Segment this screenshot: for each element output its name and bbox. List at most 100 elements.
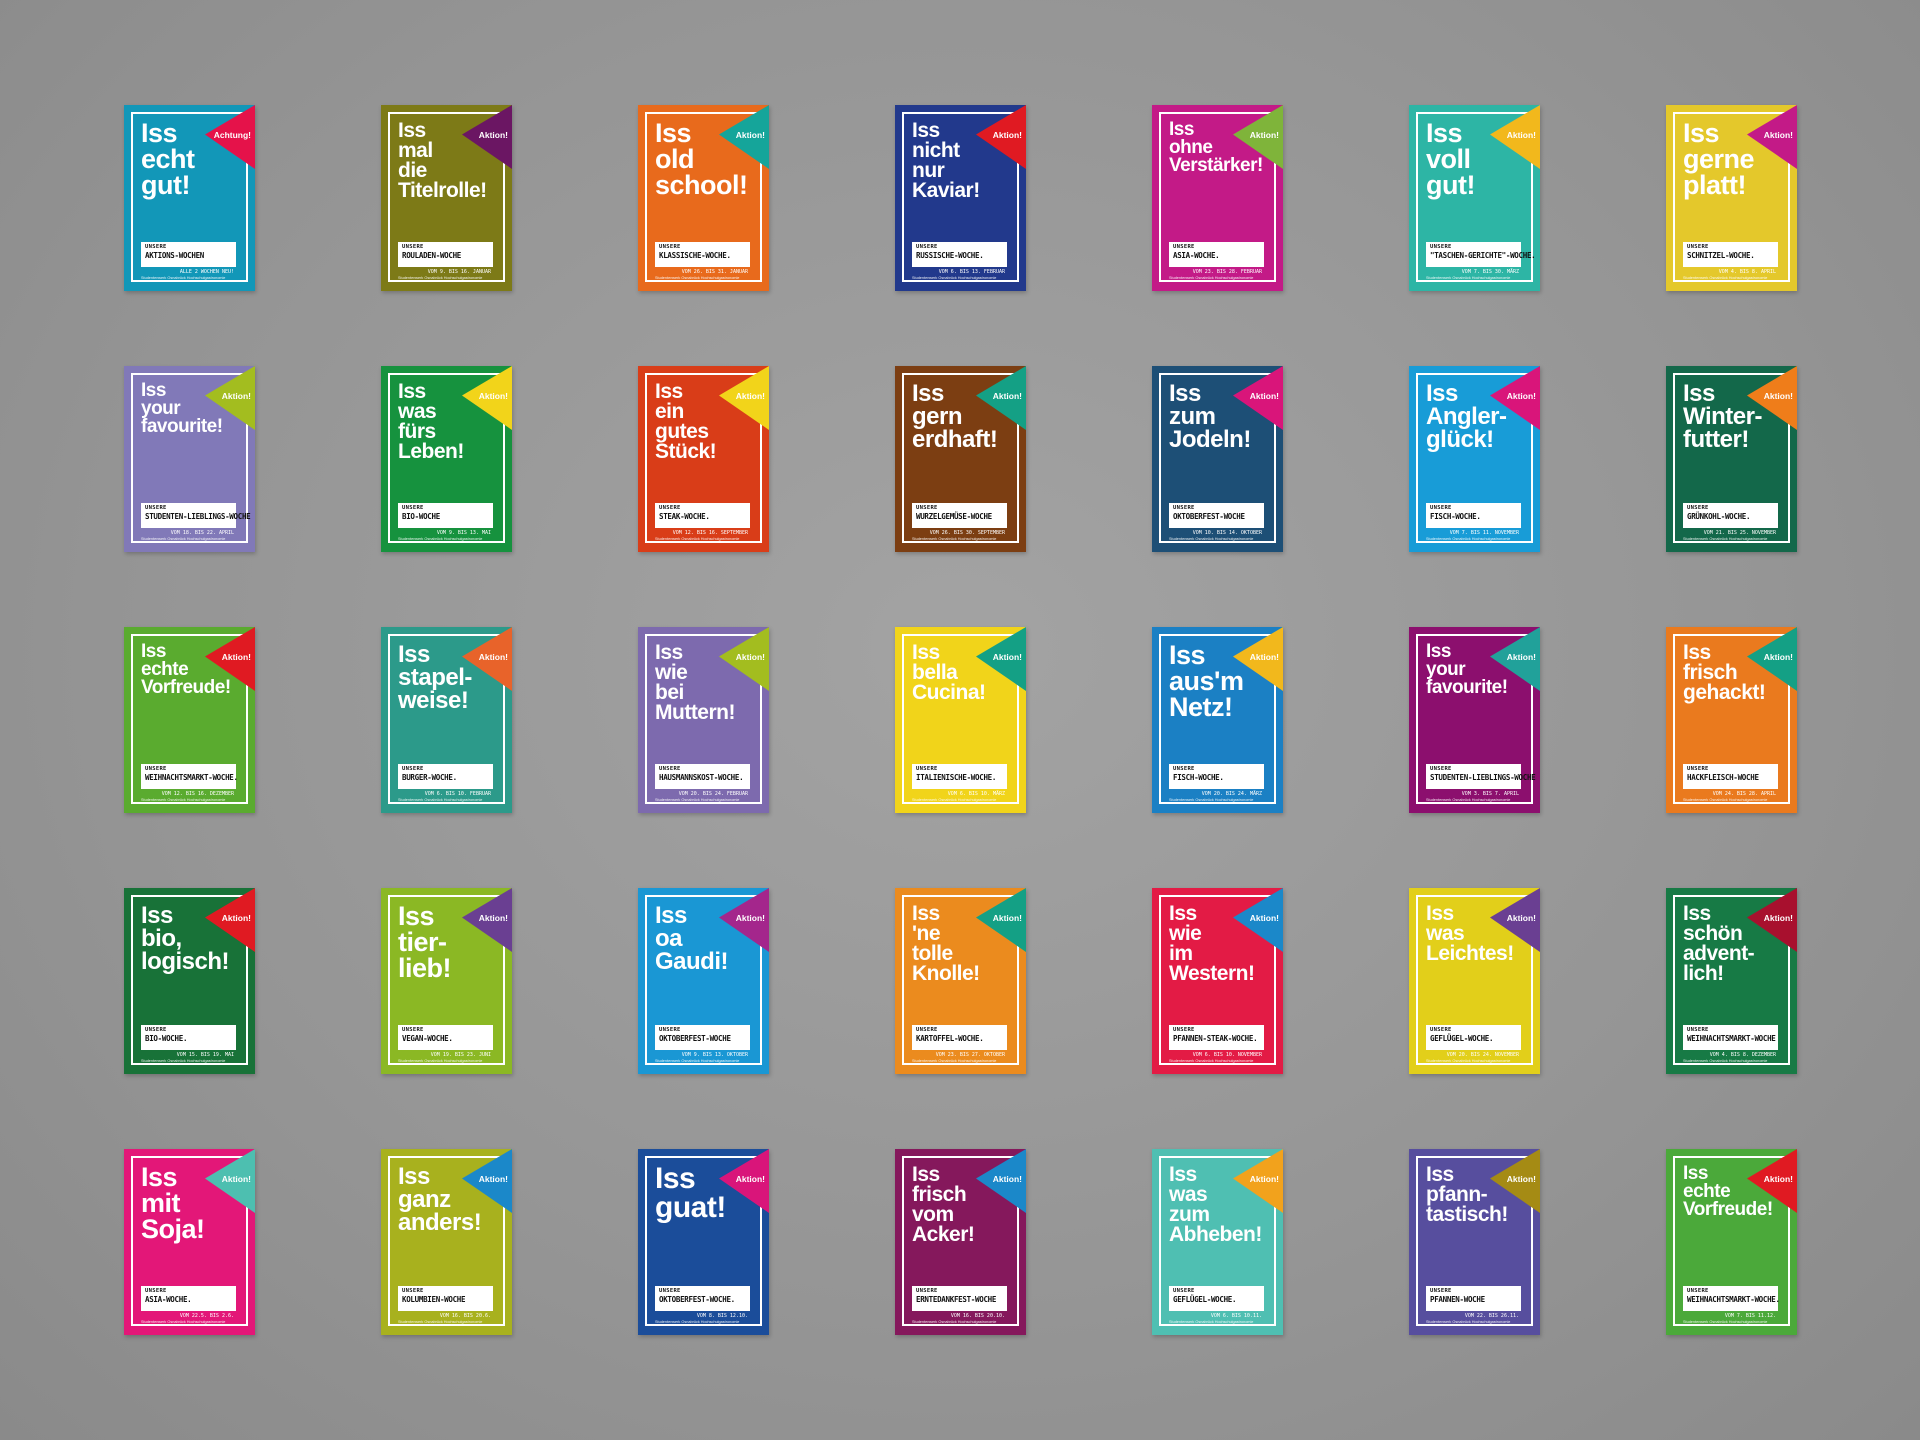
flag-label: Aktion! bbox=[1249, 1174, 1279, 1184]
week-dates: VOM 23. BIS 28. FEBRUAR bbox=[1192, 269, 1262, 275]
flag-label: Aktion! bbox=[992, 652, 1022, 662]
week-label-box: UNSERE ERNTEDANKFEST-WOCHE bbox=[912, 1286, 1007, 1311]
headline-line: schön bbox=[1683, 922, 1743, 946]
flag-label: Aktion! bbox=[478, 130, 508, 140]
week-name: RUSSISCHE-WOCHE. bbox=[916, 251, 984, 260]
poster: Aktion! Iss frisch vom Acker! UNSERE ERNTEDANK… bbox=[895, 1149, 1026, 1335]
headline-line: was bbox=[1169, 1183, 1208, 1207]
week-dates: VOM 22. BIS 26.11. bbox=[1464, 1313, 1519, 1319]
week-dates: VOM 6. BIS 10. NOVEMBER bbox=[1192, 1052, 1262, 1058]
week-prefix: UNSERE bbox=[916, 505, 938, 511]
week-prefix: UNSERE bbox=[1430, 766, 1452, 772]
headline-line: Gaudi! bbox=[655, 948, 729, 976]
week-dates: VOM 6. BIS 13. FEBRUAR bbox=[938, 269, 1005, 275]
headline-line: Western! bbox=[1169, 962, 1255, 986]
headline-line: ein bbox=[655, 400, 684, 424]
poster: Aktion! Iss your favourite! UNSERE STUDENTEN-… bbox=[1409, 627, 1540, 813]
poster-headline: Iss Angler-glück! bbox=[1426, 381, 1538, 451]
headline-line: Iss bbox=[1683, 380, 1715, 407]
flag-label: Aktion! bbox=[1249, 652, 1279, 662]
headline-line: mit bbox=[141, 1187, 181, 1218]
poster-footer: Studentenwerk Osnabrück Hochschulgastron… bbox=[1169, 1320, 1254, 1324]
week-prefix: UNSERE bbox=[1173, 766, 1195, 772]
week-dates: VOM 20. BIS 24. NOVEMBER bbox=[1446, 1052, 1519, 1058]
poster: Aktion! Iss echte Vorfreude! UNSERE WEIHNACHT… bbox=[124, 627, 255, 813]
week-dates: VOM 8. BIS 12.10. bbox=[696, 1313, 748, 1319]
poster-headline: Iss pfann-tastisch! bbox=[1426, 1164, 1538, 1225]
week-prefix: UNSERE bbox=[1687, 1288, 1709, 1294]
headline-line: your bbox=[1426, 659, 1466, 681]
headline-line: stapel- bbox=[398, 664, 472, 692]
poster-footer: Studentenwerk Osnabrück Hochschulgastron… bbox=[1169, 798, 1254, 802]
week-prefix: UNSERE bbox=[1430, 1288, 1452, 1294]
poster-headline: Iss stapel-weise! bbox=[398, 642, 510, 712]
week-name: GRÜNKOHL-WOCHE. bbox=[1687, 512, 1751, 521]
headline-line: Netz! bbox=[1169, 691, 1233, 722]
week-dates: VOM 26. BIS 30. SEPTEMBER bbox=[929, 530, 1005, 536]
headline-line: echt bbox=[141, 143, 195, 174]
week-label-box: UNSERE PFANNEN-WOCHE bbox=[1426, 1286, 1521, 1311]
week-label-box: UNSERE HAUSMANNSKOST-WOCHE. bbox=[655, 764, 750, 789]
headline-line: anders! bbox=[398, 1209, 482, 1237]
headline-line: tier- bbox=[398, 926, 447, 957]
headline-line: gehackt! bbox=[1683, 681, 1766, 705]
week-prefix: UNSERE bbox=[145, 244, 167, 250]
headline-line: voll bbox=[1426, 143, 1471, 174]
headline-line: Iss bbox=[1683, 118, 1720, 148]
poster-headline: Iss oa Gaudi! bbox=[655, 903, 767, 976]
poster-headline: Iss frisch vom Acker! bbox=[912, 1164, 1024, 1246]
week-label-box: UNSERE BIO-WOCHE. bbox=[141, 1025, 236, 1050]
headline-line: Iss bbox=[1683, 1163, 1708, 1184]
week-prefix: UNSERE bbox=[145, 766, 167, 772]
week-label-box: UNSERE OKTOBERFEST-WOCHE. bbox=[655, 1286, 750, 1311]
week-prefix: UNSERE bbox=[1430, 505, 1452, 511]
poster-footer: Studentenwerk Osnabrück Hochschulgastron… bbox=[1426, 1059, 1511, 1063]
headline-line: fürs bbox=[398, 420, 436, 444]
week-prefix: UNSERE bbox=[1430, 1027, 1452, 1033]
poster-footer: Studentenwerk Osnabrück Hochschulgastron… bbox=[141, 537, 226, 541]
headline-line: old bbox=[655, 143, 695, 174]
poster-headline: Iss gern erdhaft! bbox=[912, 381, 1024, 451]
headline-line: guat! bbox=[655, 1190, 726, 1224]
flag-label: Aktion! bbox=[1506, 391, 1536, 401]
poster: Aktion! Iss your favourite! UNSERE STUDENTEN-… bbox=[124, 366, 255, 552]
week-name: BIO-WOCHE. bbox=[145, 1034, 188, 1043]
headline-line: Iss bbox=[655, 118, 692, 148]
poster: Aktion! Iss was zum Abheben! UNSERE GEFLÜGEL-W… bbox=[1152, 1149, 1283, 1335]
headline-line: echte bbox=[141, 659, 189, 681]
flag-label: Aktion! bbox=[221, 1174, 251, 1184]
week-label-box: UNSERE FISCH-WOCHE. bbox=[1426, 503, 1521, 528]
poster-footer: Studentenwerk Osnabrück Hochschulgastron… bbox=[655, 1320, 740, 1324]
flag-label: Aktion! bbox=[478, 391, 508, 401]
headline-line: die bbox=[398, 159, 427, 183]
week-name: ITALIENISCHE-WOCHE. bbox=[916, 773, 997, 782]
week-prefix: UNSERE bbox=[659, 244, 681, 250]
week-label-box: UNSERE FISCH-WOCHE. bbox=[1169, 764, 1264, 789]
week-dates: VOM 7. BIS 11. NOVEMBER bbox=[1449, 530, 1519, 536]
poster: Aktion! Iss mit Soja! UNSERE ASIA-WOCHE. VOM 2… bbox=[124, 1149, 255, 1335]
poster-headline: Iss voll gut! bbox=[1426, 120, 1538, 199]
flag-label: Aktion! bbox=[221, 652, 251, 662]
poster: Aktion! Iss guat! UNSERE OKTOBERFEST-WOCHE. V… bbox=[638, 1149, 769, 1335]
headline-line: bei bbox=[655, 681, 684, 705]
week-dates: VOM 4. BIS 8. APRIL bbox=[1718, 269, 1776, 275]
headline-line: frisch bbox=[1683, 661, 1738, 685]
headline-line: Iss bbox=[398, 1163, 430, 1190]
week-label-box: UNSERE ASIA-WOCHE. bbox=[1169, 242, 1264, 267]
headline-line: was bbox=[398, 400, 437, 424]
poster-footer: Studentenwerk Osnabrück Hochschulgastron… bbox=[1169, 537, 1254, 541]
poster: Aktion! Iss ohne Verstärker! UNSERE ASIA-WOCH… bbox=[1152, 105, 1283, 291]
poster: Aktion! Iss old school! UNSERE KLASSISCHE-WOC… bbox=[638, 105, 769, 291]
poster-footer: Studentenwerk Osnabrück Hochschulgastron… bbox=[1426, 798, 1511, 802]
week-dates: VOM 6. BIS 10. FEBRUAR bbox=[424, 791, 491, 797]
headline-line: Jodeln! bbox=[1169, 426, 1251, 454]
week-label-box: UNSERE WEIHNACHTSMARKT-WOCHE. bbox=[141, 764, 238, 789]
flag-label: Aktion! bbox=[221, 391, 251, 401]
week-name: PFANNEN-STEAK-WOCHE. bbox=[1173, 1034, 1258, 1043]
flag-label: Aktion! bbox=[735, 1174, 765, 1184]
headline-line: Iss bbox=[912, 902, 940, 925]
week-label-box: UNSERE ITALIENISCHE-WOCHE. bbox=[912, 764, 1007, 789]
poster: Aktion! Iss was Leichtes! UNSERE GEFLÜGEL-WOC… bbox=[1409, 888, 1540, 1074]
headline-line: oa bbox=[655, 925, 683, 953]
flag-label: Aktion! bbox=[1506, 652, 1536, 662]
